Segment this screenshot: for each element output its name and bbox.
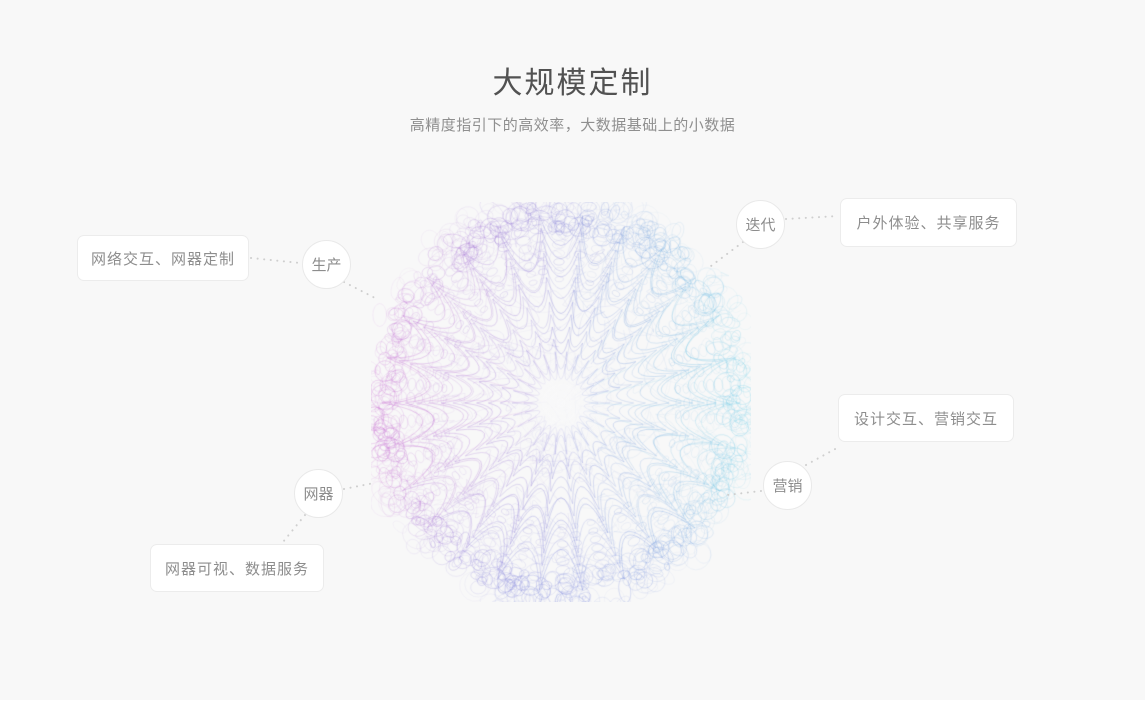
node-marketing: 营销 (763, 461, 812, 510)
card-production-services: 网络交互、网器定制 (77, 235, 249, 281)
card-device-services: 网器可视、数据服务 (150, 544, 324, 592)
dotted-connector-card-production (250, 257, 301, 264)
card-label: 设计交互、营销交互 (853, 410, 998, 428)
dotted-connector-marketing-card (805, 447, 838, 466)
card-marketing-services: 设计交互、营销交互 (838, 394, 1014, 442)
node-label: 迭代 (745, 217, 776, 234)
dotted-connector-device-sphere (343, 482, 375, 490)
dotted-connector-device-card (282, 514, 306, 543)
card-iteration-services: 户外体验、共享服务 (840, 198, 1017, 247)
section-bottom-edge (0, 700, 1145, 703)
node-production: 生产 (302, 240, 351, 289)
page-subtitle: 高精度指引下的高效率，大数据基础上的小数据 (409, 117, 736, 134)
node-device: 网器 (294, 469, 343, 518)
card-label: 网络交互、网器定制 (90, 250, 235, 268)
node-iteration: 迭代 (736, 200, 785, 249)
node-label: 生产 (311, 257, 342, 274)
card-label: 网器可视、数据服务 (164, 560, 309, 578)
page-title: 大规模定制 (492, 67, 653, 100)
node-label: 网器 (303, 486, 334, 503)
card-label: 户外体验、共享服务 (856, 215, 1001, 232)
node-label: 营销 (772, 478, 803, 495)
generative-sphere-visual (371, 202, 751, 602)
dotted-connector-iteration-card (785, 215, 839, 220)
